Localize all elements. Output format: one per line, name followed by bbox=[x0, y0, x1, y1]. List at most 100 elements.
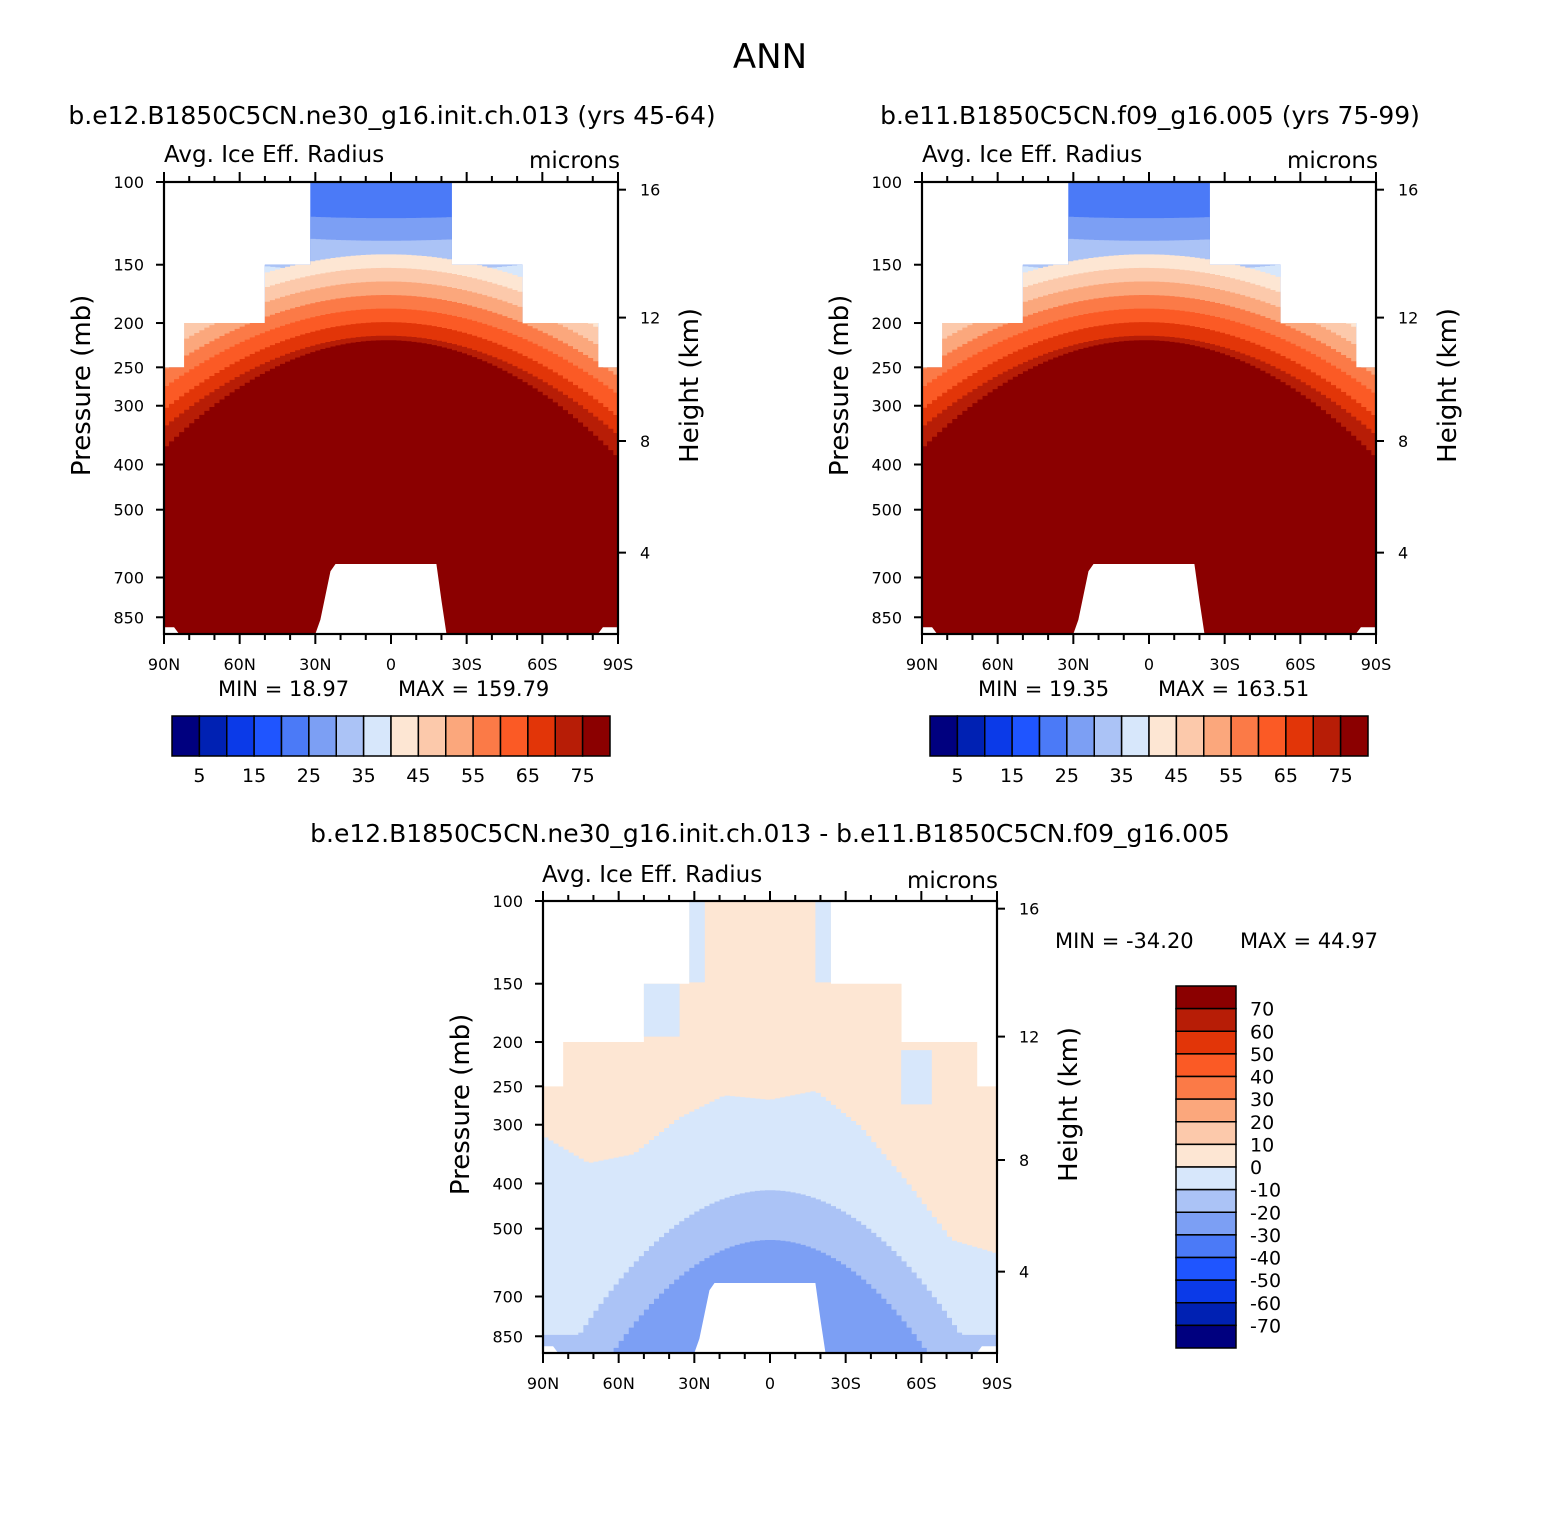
colorbar-label: -50 bbox=[1250, 1270, 1281, 1292]
panel-3-max-label: MAX = 44.97 bbox=[1240, 929, 1378, 953]
lat-tick-label: 30N bbox=[299, 655, 331, 674]
colorbar-label: -40 bbox=[1250, 1248, 1281, 1270]
height-axis-title: Height (km) bbox=[1433, 308, 1463, 463]
pressure-axis-title: Pressure (mb) bbox=[67, 295, 97, 476]
panel-1-contour-field bbox=[164, 182, 619, 635]
lat-tick-label: 30N bbox=[678, 1374, 710, 1393]
colorbar-label: 55 bbox=[1219, 765, 1243, 787]
colorbar-swatch bbox=[1175, 1166, 1237, 1191]
colorbar-swatch bbox=[1285, 715, 1314, 757]
colorbar-label: 50 bbox=[1250, 1044, 1274, 1066]
colorbar-swatch bbox=[1175, 1302, 1237, 1327]
pressure-tick-label: 700 bbox=[492, 1288, 523, 1307]
pressure-tick-label: 400 bbox=[871, 456, 902, 475]
panel-1-units-label: microns bbox=[529, 148, 620, 174]
colorbar-swatch bbox=[308, 715, 337, 757]
figure-title: ANN bbox=[733, 37, 807, 77]
pressure-axis-title: Pressure (mb) bbox=[446, 1014, 476, 1195]
height-tick-label: 4 bbox=[1398, 544, 1408, 563]
lat-tick-label: 60S bbox=[1285, 655, 1316, 674]
lat-tick-label: 0 bbox=[386, 655, 396, 674]
lat-tick-label: 60S bbox=[906, 1374, 937, 1393]
height-tick-label: 16 bbox=[1398, 181, 1418, 200]
lat-tick-label: 90N bbox=[527, 1374, 559, 1393]
panel-2-variable-label: Avg. Ice Eff. Radius bbox=[922, 142, 1142, 168]
surface-mask bbox=[164, 563, 618, 634]
panel-2-units-label: microns bbox=[1287, 148, 1378, 174]
pressure-tick-label: 850 bbox=[113, 608, 144, 627]
panel-2-contour-field bbox=[922, 182, 1377, 635]
colorbar-swatch bbox=[956, 715, 986, 757]
colorbar-swatch bbox=[1066, 715, 1095, 757]
panel-3: b.e12.B1850C5CN.ne30_g16.init.ch.013 - b… bbox=[310, 819, 1378, 1393]
panel-3-variable-label: Avg. Ice Eff. Radius bbox=[542, 862, 762, 888]
pressure-tick-label: 300 bbox=[113, 397, 144, 416]
lat-tick-label: 60N bbox=[982, 655, 1014, 674]
panel-2-max-label: MAX = 163.51 bbox=[1158, 677, 1309, 701]
pressure-tick-label: 250 bbox=[492, 1077, 523, 1096]
height-tick-label: 8 bbox=[640, 432, 650, 451]
colorbar-swatch bbox=[362, 715, 392, 757]
height-axis-title: Height (km) bbox=[1054, 1027, 1084, 1182]
pressure-tick-label: 400 bbox=[492, 1175, 523, 1194]
height-tick-label: 8 bbox=[1398, 432, 1408, 451]
panel-3-min-label: MIN = -34.20 bbox=[1055, 929, 1194, 953]
panel-2-colorbar: 5 15 25 35 45 55 65 75 bbox=[929, 715, 1369, 787]
colorbar-swatch bbox=[472, 715, 502, 757]
colorbar-label: 15 bbox=[1000, 765, 1024, 787]
lat-tick-label: 90S bbox=[603, 655, 634, 674]
colorbar-swatch bbox=[1175, 1007, 1237, 1032]
colorbar-label: 25 bbox=[1055, 765, 1079, 787]
colorbar-swatch bbox=[1175, 1030, 1237, 1055]
colorbar-swatch bbox=[527, 715, 556, 757]
colorbar-swatch bbox=[1148, 715, 1178, 757]
pressure-tick-label: 250 bbox=[113, 358, 144, 377]
pressure-tick-label: 500 bbox=[871, 501, 902, 520]
panel-1-plot-area: 100 150 200 250 300 400 500 700 850 16 12 8 4 90N 60N 3… bbox=[67, 172, 705, 674]
colorbar-swatch bbox=[417, 715, 447, 757]
colorbar-swatch bbox=[984, 715, 1013, 757]
lat-tick-label: 0 bbox=[1144, 655, 1154, 674]
panel-1-max-label: MAX = 159.79 bbox=[398, 677, 549, 701]
pressure-tick-label: 400 bbox=[113, 456, 144, 475]
colorbar-swatch bbox=[1230, 715, 1260, 757]
lat-tick-label: 30N bbox=[1057, 655, 1089, 674]
colorbar-swatch bbox=[1175, 1211, 1237, 1236]
colorbar-swatch bbox=[1011, 715, 1041, 757]
lat-tick-label: 0 bbox=[765, 1374, 775, 1393]
colorbar-swatch bbox=[1038, 715, 1068, 757]
pressure-tick-label: 200 bbox=[871, 314, 902, 333]
colorbar-swatch bbox=[1312, 715, 1342, 757]
panel-3-case-title: b.e12.B1850C5CN.ne30_g16.init.ch.013 - b… bbox=[310, 819, 1230, 848]
height-tick-label: 4 bbox=[640, 544, 650, 563]
colorbar-swatch bbox=[1093, 715, 1123, 757]
height-tick-label: 16 bbox=[1019, 900, 1039, 919]
colorbar-swatch bbox=[1175, 1121, 1237, 1146]
colorbar-label: -30 bbox=[1250, 1225, 1281, 1247]
colorbar-label: 40 bbox=[1250, 1067, 1274, 1089]
colorbar-swatch bbox=[1120, 715, 1150, 757]
panel-3-contour-field bbox=[543, 901, 998, 1353]
panel-2: b.e11.B1850C5CN.f09_g16.005 (yrs 75-99) … bbox=[825, 101, 1463, 787]
colorbar-label: 45 bbox=[406, 765, 430, 787]
height-tick-label: 12 bbox=[1398, 309, 1418, 328]
pressure-tick-label: 150 bbox=[871, 256, 902, 275]
lat-tick-label: 90N bbox=[906, 655, 938, 674]
height-tick-label: 4 bbox=[1019, 1263, 1029, 1282]
colorbar-swatch bbox=[1175, 1188, 1237, 1213]
colorbar-label: 20 bbox=[1250, 1112, 1274, 1134]
panel-1: b.e12.B1850C5CN.ne30_g16.init.ch.013 (yr… bbox=[67, 101, 716, 787]
height-axis-title: Height (km) bbox=[675, 308, 705, 463]
colorbar-label: 15 bbox=[242, 765, 266, 787]
colorbar-swatch bbox=[280, 715, 310, 757]
colorbar-swatch bbox=[445, 715, 474, 757]
pressure-tick-label: 150 bbox=[113, 256, 144, 275]
colorbar-swatch bbox=[554, 715, 584, 757]
colorbar-swatch bbox=[499, 715, 529, 757]
colorbar-swatch bbox=[1175, 1256, 1237, 1281]
colorbar-label: -70 bbox=[1250, 1315, 1281, 1337]
colorbar-label: -10 bbox=[1250, 1180, 1281, 1202]
panel-1-min-label: MIN = 18.97 bbox=[218, 677, 349, 701]
